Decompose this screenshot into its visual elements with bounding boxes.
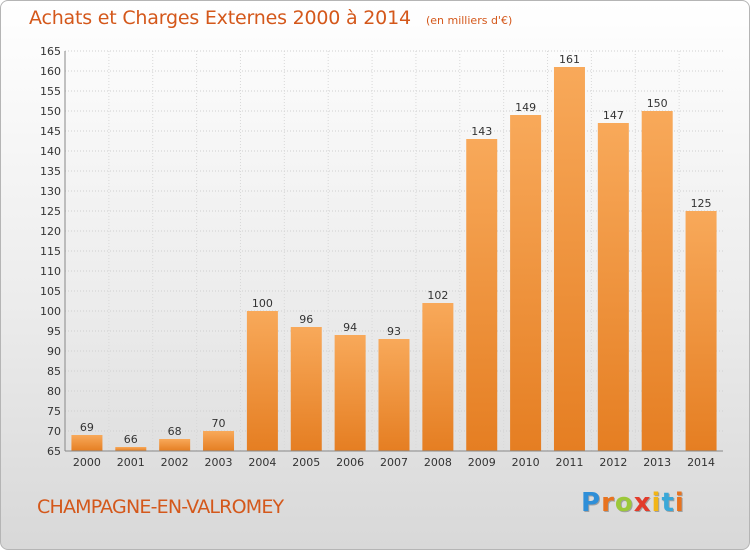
logo-letter: x bbox=[633, 488, 652, 518]
x-tick-label: 2014 bbox=[687, 456, 715, 469]
proxiti-logo: Proxiti bbox=[581, 488, 685, 518]
y-tick-label: 110 bbox=[40, 265, 61, 278]
y-tick-label: 150 bbox=[40, 105, 61, 118]
axis-layer: 65 70 75 80 85 90 95 100 105 110 115 120 125 130 135 14… bbox=[40, 45, 723, 469]
grid-layer bbox=[64, 50, 723, 452]
bar bbox=[553, 67, 585, 451]
x-tick-label: 2009 bbox=[468, 456, 496, 469]
bar bbox=[246, 311, 278, 451]
y-tick-label: 75 bbox=[47, 405, 61, 418]
title-row: Achats et Charges Externes 2000 à 2014 (… bbox=[29, 7, 512, 29]
data-label: 125 bbox=[691, 197, 712, 210]
y-tick-label: 115 bbox=[40, 245, 61, 258]
x-tick-label: 2010 bbox=[512, 456, 540, 469]
logo-letter: i bbox=[651, 488, 662, 518]
y-tick-label: 135 bbox=[40, 165, 61, 178]
bar bbox=[115, 447, 147, 451]
y-tick-label: 130 bbox=[40, 185, 61, 198]
data-label: 150 bbox=[647, 97, 668, 110]
y-tick-label: 90 bbox=[47, 345, 61, 358]
bar bbox=[203, 431, 235, 451]
x-tick-label: 2013 bbox=[643, 456, 671, 469]
y-tick-label: 80 bbox=[47, 385, 61, 398]
data-label: 94 bbox=[343, 321, 357, 334]
y-tick-label: 65 bbox=[47, 445, 61, 458]
x-tick-label: 2005 bbox=[292, 456, 320, 469]
bar bbox=[422, 303, 454, 451]
y-tick-label: 105 bbox=[40, 285, 61, 298]
data-label: 143 bbox=[471, 125, 492, 138]
y-tick-label: 70 bbox=[47, 425, 61, 438]
y-tick-label: 100 bbox=[40, 305, 61, 318]
y-tick-label: 165 bbox=[40, 45, 61, 58]
y-tick-label: 120 bbox=[40, 225, 61, 238]
chart-title: Achats et Charges Externes 2000 à 2014 bbox=[29, 7, 411, 29]
logo-letter: o bbox=[614, 488, 634, 518]
data-label: 102 bbox=[427, 289, 448, 302]
bar bbox=[71, 435, 103, 451]
bar bbox=[378, 339, 410, 451]
data-label: 69 bbox=[80, 421, 94, 434]
x-tick-label: 2008 bbox=[424, 456, 452, 469]
data-label: 149 bbox=[515, 101, 536, 114]
bar bbox=[510, 115, 542, 451]
y-tick-label: 145 bbox=[40, 125, 61, 138]
commune-name: CHAMPAGNE-EN-VALROMEY bbox=[37, 496, 284, 518]
x-tick-label: 2011 bbox=[555, 456, 583, 469]
data-label: 66 bbox=[124, 433, 138, 446]
bar bbox=[334, 335, 366, 451]
y-tick-label: 125 bbox=[40, 205, 61, 218]
bars-layer: 69 66 68 70 100 96 94 93 102 143 149 161 147 150 125 bbox=[71, 53, 717, 451]
data-label: 93 bbox=[387, 325, 401, 338]
x-tick-label: 2003 bbox=[205, 456, 233, 469]
logo-letter: i bbox=[674, 488, 685, 518]
y-tick-label: 155 bbox=[40, 85, 61, 98]
x-tick-label: 2012 bbox=[599, 456, 627, 469]
bar bbox=[159, 439, 191, 451]
data-label: 147 bbox=[603, 109, 624, 122]
x-tick-label: 2004 bbox=[248, 456, 276, 469]
x-tick-label: 2001 bbox=[117, 456, 145, 469]
logo-letter: t bbox=[661, 488, 675, 518]
bar bbox=[290, 327, 322, 451]
x-tick-label: 2002 bbox=[161, 456, 189, 469]
bar bbox=[466, 139, 498, 451]
y-tick-label: 160 bbox=[40, 65, 61, 78]
data-label: 96 bbox=[299, 313, 313, 326]
bar bbox=[641, 111, 673, 451]
data-label: 68 bbox=[168, 425, 182, 438]
logo-letter: r bbox=[601, 488, 615, 518]
logo-letter: P bbox=[581, 488, 602, 518]
y-tick-label: 140 bbox=[40, 145, 61, 158]
bar bbox=[685, 211, 717, 451]
bar bbox=[597, 123, 629, 451]
chart-subtitle: (en milliers d'€) bbox=[425, 14, 513, 27]
y-tick-label: 85 bbox=[47, 365, 61, 378]
y-tick-label: 95 bbox=[47, 325, 61, 338]
data-label: 161 bbox=[559, 53, 580, 66]
x-tick-label: 2007 bbox=[380, 456, 408, 469]
data-label: 100 bbox=[252, 297, 273, 310]
data-label: 70 bbox=[212, 417, 226, 430]
x-tick-label: 2000 bbox=[73, 456, 101, 469]
x-tick-label: 2006 bbox=[336, 456, 364, 469]
